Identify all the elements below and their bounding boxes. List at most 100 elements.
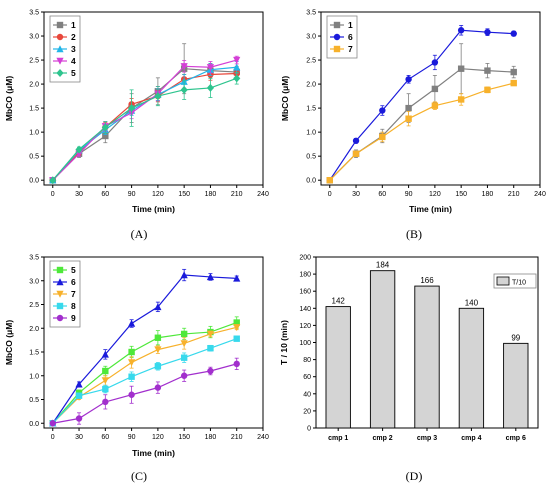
data-point <box>233 56 241 64</box>
y-tick-label: 0 <box>307 426 311 433</box>
panel-label-b: (B) <box>406 227 422 241</box>
bar-cmp-2 <box>369 270 396 429</box>
series-line <box>329 68 514 181</box>
data-point <box>510 30 517 37</box>
series-line <box>52 326 237 424</box>
x-tick-label: 150 <box>455 191 467 198</box>
legend-marker <box>56 45 64 53</box>
x-tick-label: 120 <box>152 434 164 441</box>
data-point <box>180 330 188 338</box>
x-tick-label: 150 <box>178 191 190 198</box>
data-point <box>206 330 215 338</box>
panel-label-a: (A) <box>131 227 148 241</box>
legend-label: 4 <box>71 56 76 66</box>
x-axis-label: Time (min) <box>132 204 175 214</box>
data-point <box>233 319 240 326</box>
data-point <box>207 345 214 352</box>
x-tick-label: 0 <box>328 191 332 198</box>
x-tick-label: 180 <box>482 191 494 198</box>
x-tick-label: 240 <box>257 434 269 441</box>
data-point <box>154 384 162 391</box>
y-tick-label: 60 <box>303 374 311 381</box>
data-point <box>128 348 135 356</box>
x-tick-label: 120 <box>429 191 441 198</box>
data-point <box>379 133 386 141</box>
legend-marker <box>333 21 341 29</box>
data-point <box>457 65 465 72</box>
legend-swatch <box>496 276 510 286</box>
data-point <box>352 137 360 144</box>
data-point <box>128 104 136 113</box>
panel-label-c: (C) <box>131 469 147 483</box>
data-point <box>233 74 241 83</box>
series-6 <box>326 25 517 184</box>
y-tick-label: 80 <box>303 357 311 364</box>
y-tick-label: 1.0 <box>29 373 39 380</box>
data-point <box>128 359 136 367</box>
series-line <box>52 363 237 424</box>
series-9 <box>49 357 240 427</box>
data-point <box>180 271 188 279</box>
y-axis-label: MbCO (μM) <box>280 76 290 121</box>
x-tick-label: 180 <box>205 434 217 441</box>
data-point <box>484 67 491 74</box>
x-tick-label: 210 <box>508 191 520 198</box>
data-point <box>49 420 56 427</box>
y-tick-label: 2.0 <box>306 82 316 89</box>
legend-label: 7 <box>71 289 76 299</box>
x-tick-label: 90 <box>128 434 136 441</box>
x-tick-label: 60 <box>101 434 109 441</box>
legend-label: 3 <box>71 44 76 54</box>
y-tick-label: 40 <box>303 391 311 398</box>
data-point <box>405 104 412 112</box>
legend-label: T/10 <box>512 280 526 287</box>
y-tick-label: 3.0 <box>306 34 316 41</box>
bar-value-label: 99 <box>511 333 520 342</box>
data-point <box>484 28 491 36</box>
legend-label: 1 <box>348 20 353 30</box>
y-tick-label: 0.5 <box>29 154 39 161</box>
data-point <box>233 63 241 71</box>
data-point <box>102 398 109 406</box>
data-point <box>510 79 517 87</box>
series-5 <box>49 72 241 185</box>
legend-marker <box>56 69 64 77</box>
legend-label: 6 <box>71 277 76 287</box>
y-tick-label: 3.0 <box>29 34 39 41</box>
legend-marker <box>56 314 64 322</box>
y-tick-label: 180 <box>299 272 311 279</box>
series-8 <box>49 335 240 427</box>
data-point <box>431 59 439 66</box>
data-point <box>180 85 188 94</box>
bar-value-label: 142 <box>332 297 346 306</box>
legend-marker <box>56 278 64 286</box>
data-point <box>101 123 109 132</box>
y-tick-label: 3.5 <box>29 10 39 17</box>
data-point <box>180 340 188 348</box>
y-tick-label: 0.5 <box>29 397 39 404</box>
chart-panel-d: 0 20 40 60 80 100 120 140 160 180 200 T / 10 (min) 1… <box>279 255 539 442</box>
x-tick-label: 30 <box>352 191 360 198</box>
panel-label-d: (D) <box>406 469 423 483</box>
data-point <box>102 385 109 393</box>
data-point <box>75 392 83 399</box>
y-tick-label: 20 <box>303 408 311 415</box>
legend-marker <box>333 45 341 53</box>
data-point <box>457 96 465 103</box>
category-label: cmp 3 <box>417 435 437 442</box>
legend-label: 8 <box>71 301 76 311</box>
x-tick-label: 180 <box>205 191 217 198</box>
data-point <box>154 346 162 354</box>
legend-marker <box>333 33 341 41</box>
data-point <box>154 303 162 311</box>
data-point <box>233 360 240 368</box>
y-tick-label: 100 <box>299 340 311 347</box>
data-point <box>101 377 109 385</box>
y-tick-label: 2.0 <box>29 326 39 333</box>
data-point <box>154 92 162 101</box>
legend-label: 9 <box>71 313 76 323</box>
y-tick-label: 2.5 <box>29 58 39 65</box>
y-tick-label: 0.5 <box>306 154 316 161</box>
series-7 <box>49 324 241 428</box>
y-tick-label: 120 <box>299 323 311 330</box>
